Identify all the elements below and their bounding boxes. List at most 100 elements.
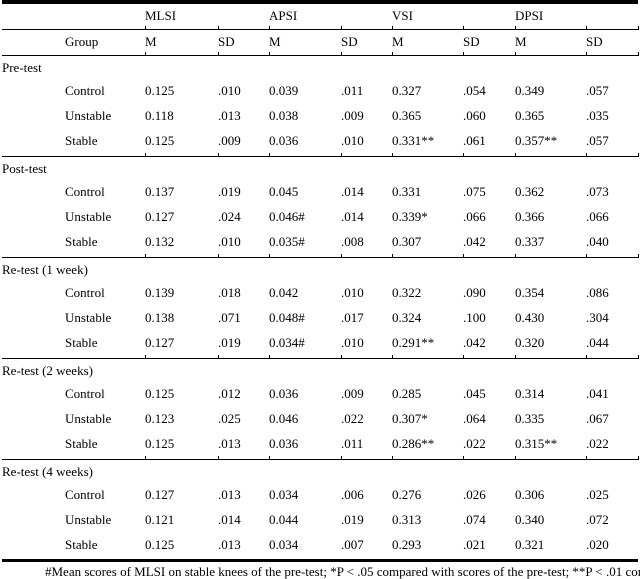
value-cell: .041 — [586, 386, 609, 401]
section-label: Re-test (1 week) — [2, 261, 88, 277]
value-cell: .086 — [586, 285, 609, 300]
m-header: M — [145, 33, 157, 49]
value-cell: 0.121 — [145, 512, 175, 527]
value-cell: 0.034 — [269, 487, 299, 502]
sd-header: SD — [463, 33, 480, 49]
value-cell: 0.349 — [515, 83, 545, 98]
group-cell: Stable — [65, 234, 98, 249]
value-cell: 0.430 — [515, 310, 545, 325]
value-cell: .074 — [463, 512, 486, 527]
value-cell: .071 — [218, 310, 241, 325]
value-cell: .006 — [341, 487, 364, 502]
value-cell: 0.127 — [145, 335, 175, 350]
index-header-row: MLSI APSI VSI DPSI — [2, 2, 638, 26]
value-cell: .025 — [586, 487, 609, 502]
value-cell: .057 — [586, 83, 609, 98]
divider-rule — [2, 153, 639, 157]
value-cell: .061 — [463, 133, 486, 148]
table-row: Control 0.137 .019 0.045 .014 0.331 .075… — [2, 179, 638, 204]
value-cell: 0.046 — [269, 411, 299, 426]
group-cell: Unstable — [65, 310, 112, 325]
value-cell: .013 — [218, 487, 241, 502]
value-cell: 0.034# — [269, 335, 305, 350]
index-header-dpsi: DPSI — [515, 7, 544, 23]
value-cell: .013 — [218, 436, 241, 451]
value-cell: .008 — [341, 234, 364, 249]
value-cell: .009 — [341, 108, 364, 123]
value-cell: .067 — [586, 411, 609, 426]
value-cell: 0.339* — [392, 209, 428, 224]
spacer-cell — [2, 30, 65, 53]
m-header: M — [392, 33, 404, 49]
value-cell: 0.035# — [269, 234, 305, 249]
value-cell: .022 — [341, 411, 364, 426]
value-cell: .019 — [341, 512, 364, 527]
value-cell: .022 — [463, 436, 486, 451]
value-cell: .075 — [463, 184, 486, 199]
value-cell: 0.125 — [145, 83, 175, 98]
table-row: Control 0.125 .010 0.039 .011 0.327 .054… — [2, 78, 638, 103]
section-label-row: Re-test (2 weeks) — [2, 359, 638, 382]
value-cell: .009 — [218, 133, 241, 148]
value-cell: .014 — [341, 184, 364, 199]
value-cell: 0.125 — [145, 436, 175, 451]
sd-header: SD — [341, 33, 358, 49]
value-cell: 0.046# — [269, 209, 305, 224]
group-cell: Control — [65, 386, 105, 401]
value-cell: .017 — [341, 310, 364, 325]
sd-header: SD — [218, 33, 235, 49]
group-cell: Control — [65, 83, 105, 98]
value-cell: 0.123 — [145, 411, 175, 426]
value-cell: 0.137 — [145, 184, 175, 199]
value-cell: .024 — [218, 209, 241, 224]
value-cell: 0.036 — [269, 386, 299, 401]
table-row: Unstable 0.121 .014 0.044 .019 0.313 .07… — [2, 507, 638, 532]
table-row: Stable 0.127 .019 0.034# .010 0.291** .0… — [2, 330, 638, 355]
value-cell: .040 — [586, 234, 609, 249]
value-cell: 0.048# — [269, 310, 305, 325]
table-row: Stable 0.125 .013 0.036 .011 0.286** .02… — [2, 431, 638, 456]
index-header-vsi: VSI — [392, 7, 413, 23]
value-cell: .019 — [218, 184, 241, 199]
value-cell: .010 — [341, 285, 364, 300]
value-cell: .035 — [586, 108, 609, 123]
group-cell: Stable — [65, 335, 98, 350]
value-cell: 0.042 — [269, 285, 299, 300]
section-label-row: Re-test (1 week) — [2, 258, 638, 281]
value-cell: .019 — [218, 335, 241, 350]
value-cell: .018 — [218, 285, 241, 300]
table-row: Control 0.125 .012 0.036 .009 0.285 .045… — [2, 381, 638, 406]
group-cell: Control — [65, 487, 105, 502]
value-cell: 0.320 — [515, 335, 545, 350]
section-label-row: Re-test (4 weeks) — [2, 460, 638, 483]
m-header: M — [269, 33, 281, 49]
group-header: Group — [65, 33, 99, 49]
spacer-cell — [2, 2, 65, 26]
value-cell: 0.331 — [392, 184, 422, 199]
value-cell: 0.307 — [392, 234, 422, 249]
value-cell: 0.138 — [145, 310, 175, 325]
value-cell: .073 — [586, 184, 609, 199]
table-row: Unstable 0.127 .024 0.046# .014 0.339* .… — [2, 204, 638, 229]
value-cell: .045 — [463, 386, 486, 401]
divider-rule — [2, 52, 639, 56]
value-cell: 0.285 — [392, 386, 422, 401]
table-row: Control 0.127 .013 0.034 .006 0.276 .026… — [2, 482, 638, 507]
table-row: Stable 0.125 .009 0.036 .010 0.331** .06… — [2, 128, 638, 153]
value-cell: 0.362 — [515, 184, 545, 199]
value-cell: .013 — [218, 537, 241, 552]
section-label: Re-test (2 weeks) — [2, 362, 93, 378]
value-cell: 0.335 — [515, 411, 545, 426]
value-cell: 0.036 — [269, 436, 299, 451]
group-cell: Control — [65, 285, 105, 300]
value-cell: 0.365 — [392, 108, 422, 123]
value-cell: .060 — [463, 108, 486, 123]
spacer-cell — [65, 2, 145, 26]
divider-rule — [2, 355, 639, 359]
group-cell: Stable — [65, 436, 98, 451]
table-row: Unstable 0.118 .013 0.038 .009 0.365 .06… — [2, 103, 638, 128]
table-row: Unstable 0.123 .025 0.046 .022 0.307* .0… — [2, 406, 638, 431]
index-header-apsi: APSI — [269, 7, 298, 23]
value-cell: 0.357** — [515, 133, 558, 148]
value-cell: .025 — [218, 411, 241, 426]
